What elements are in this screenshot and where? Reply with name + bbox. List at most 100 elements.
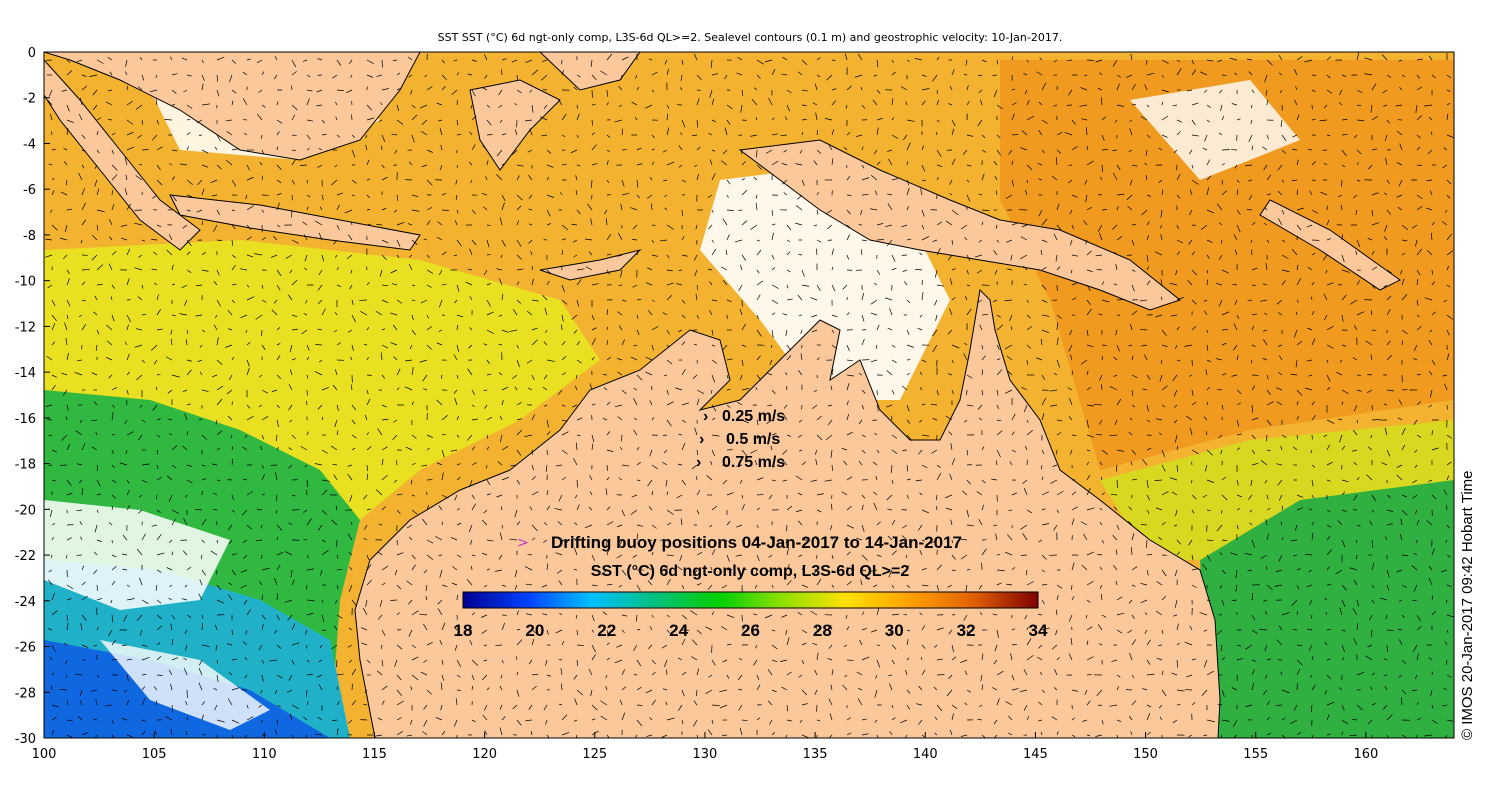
velocity-arrow	[1371, 266, 1378, 271]
velocity-arrow	[228, 374, 233, 381]
velocity-arrow	[1053, 372, 1058, 376]
velocity-arrow	[975, 254, 983, 258]
velocity-arrow	[315, 220, 323, 226]
velocity-arrow	[1352, 429, 1358, 436]
velocity-arrow	[1049, 389, 1058, 392]
velocity-arrow	[453, 354, 458, 361]
velocity-arrow	[306, 431, 309, 436]
velocity-arrow	[1146, 569, 1149, 576]
velocity-arrow	[936, 658, 943, 661]
velocity-arrow	[636, 479, 641, 481]
velocity-arrow	[1248, 71, 1253, 76]
plot-area	[44, 52, 1454, 738]
velocity-arrow	[156, 656, 162, 661]
velocity-arrow	[336, 266, 339, 271]
velocity-arrow	[681, 179, 687, 183]
velocity-arrow	[106, 324, 113, 331]
velocity-arrow	[797, 520, 803, 526]
velocity-arrow	[798, 254, 803, 256]
velocity-arrow	[861, 718, 867, 721]
velocity-arrow	[470, 539, 473, 545]
velocity-arrow	[1086, 474, 1091, 481]
velocity-arrow	[810, 297, 818, 301]
velocity-arrow	[649, 177, 653, 181]
velocity-arrow	[951, 344, 960, 349]
velocity-arrow	[1023, 704, 1028, 711]
velocity-arrow	[291, 734, 294, 738]
velocity-arrow	[199, 344, 203, 348]
velocity-arrow	[719, 704, 728, 709]
velocity-arrow	[1247, 299, 1253, 302]
velocity-arrow	[231, 719, 240, 724]
velocity-arrow	[1175, 344, 1178, 350]
velocity-arrow	[1176, 539, 1182, 545]
velocity-arrow	[381, 284, 389, 287]
velocity-arrow	[861, 554, 868, 561]
velocity-arrow	[1098, 313, 1103, 316]
velocity-arrow	[186, 431, 188, 436]
velocity-arrow	[201, 188, 205, 196]
velocity-arrow	[1038, 613, 1043, 616]
velocity-arrow	[769, 359, 773, 365]
velocity-arrow	[1219, 584, 1223, 589]
velocity-arrow	[978, 74, 983, 77]
velocity-arrow	[1053, 59, 1058, 63]
velocity-arrow	[440, 374, 443, 379]
velocity-arrow	[873, 282, 878, 286]
velocity-arrow	[406, 580, 413, 586]
velocity-arrow	[306, 568, 315, 571]
velocity-arrow	[891, 59, 894, 63]
velocity-arrow	[366, 464, 369, 472]
velocity-arrow	[348, 551, 353, 556]
velocity-arrow	[1336, 371, 1343, 376]
velocity-arrow	[591, 327, 597, 331]
velocity-arrow	[156, 434, 161, 438]
velocity-arrow	[1293, 446, 1298, 451]
velocity-arrow	[80, 536, 83, 541]
velocity-arrow	[557, 521, 563, 526]
velocity-arrow	[243, 554, 248, 559]
velocity-arrow	[366, 564, 372, 571]
velocity-arrow	[1356, 671, 1365, 676]
velocity-arrow	[645, 356, 653, 361]
velocity-arrow	[951, 128, 955, 136]
velocity-arrow	[1442, 164, 1448, 169]
velocity-arrow	[1114, 419, 1118, 425]
velocity-arrow	[1416, 519, 1420, 526]
velocity-arrow	[471, 494, 475, 499]
velocity-arrow	[843, 460, 848, 466]
velocity-arrow	[1264, 479, 1268, 484]
velocity-arrow	[119, 462, 128, 466]
velocity-arrow	[186, 464, 193, 467]
velocity-arrow	[318, 524, 323, 531]
velocity-arrow	[873, 502, 878, 511]
velocity-arrow	[546, 431, 551, 436]
velocity-arrow	[1026, 429, 1033, 436]
velocity-arrow	[216, 385, 224, 391]
velocity-arrow	[666, 68, 669, 76]
velocity-arrow	[767, 700, 773, 706]
velocity-arrow	[666, 669, 668, 676]
velocity-arrow	[726, 179, 731, 185]
velocity-arrow	[588, 668, 593, 676]
velocity-arrow	[351, 434, 357, 439]
velocity-arrow	[197, 359, 203, 363]
velocity-arrow	[201, 569, 206, 576]
velocity-arrow	[471, 404, 475, 407]
velocity-arrow	[1116, 74, 1122, 78]
velocity-arrow	[1191, 134, 1200, 137]
velocity-arrow	[1144, 162, 1148, 166]
velocity-arrow	[679, 87, 683, 91]
velocity-arrow	[875, 674, 878, 679]
velocity-arrow	[1116, 344, 1120, 352]
velocity-arrow	[1206, 449, 1213, 456]
velocity-arrow	[873, 74, 878, 77]
velocity-arrow	[1101, 384, 1103, 391]
velocity-arrow	[376, 74, 383, 77]
velocity-arrow	[1101, 164, 1104, 172]
velocity-arrow	[436, 462, 443, 466]
velocity-arrow	[516, 671, 519, 676]
velocity-arrow	[1187, 279, 1193, 286]
velocity-arrow	[425, 584, 428, 591]
velocity-arrow	[456, 554, 462, 558]
